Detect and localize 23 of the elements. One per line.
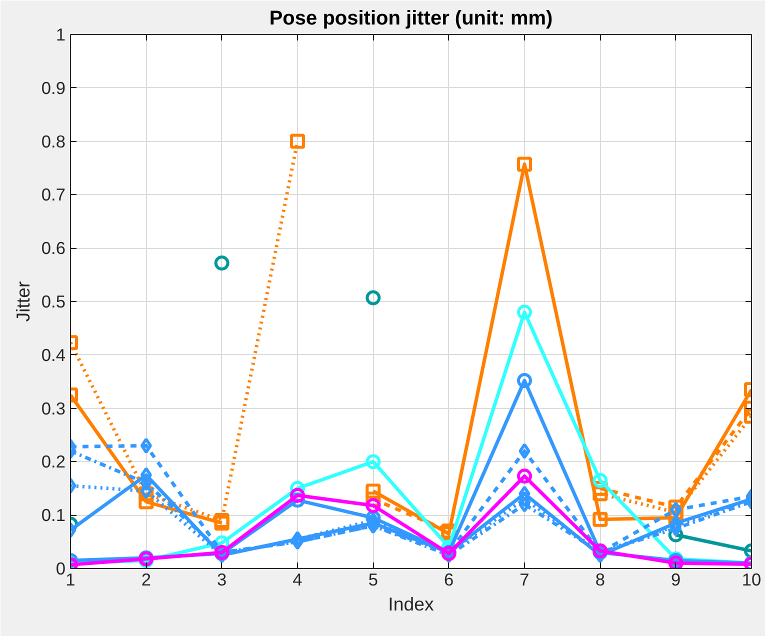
y-tick-label: 0.7 bbox=[41, 184, 66, 205]
y-tick-label: 0.8 bbox=[41, 131, 66, 152]
y-tick-label: 0 bbox=[56, 558, 66, 578]
x-tick-label: 5 bbox=[368, 570, 378, 590]
y-axis-title: Jitter bbox=[12, 281, 34, 322]
x-tick-label: 4 bbox=[292, 570, 303, 590]
y-tick-label: 1 bbox=[56, 24, 66, 44]
x-tick-label: 6 bbox=[444, 570, 454, 590]
x-tick-label: 8 bbox=[595, 570, 605, 590]
x-tick-label: 2 bbox=[141, 570, 151, 590]
y-tick-label: 0.6 bbox=[41, 238, 66, 258]
y-tick-label: 0.5 bbox=[41, 292, 66, 312]
x-tick-label: 9 bbox=[671, 570, 681, 590]
x-tick-label: 7 bbox=[520, 570, 530, 590]
x-axis-title: Index bbox=[388, 594, 434, 614]
chart-title: Pose position jitter (unit: mm) bbox=[269, 8, 553, 30]
y-tick-label: 0.9 bbox=[41, 78, 66, 98]
x-tick-label: 10 bbox=[742, 570, 762, 590]
y-tick-label: 0.1 bbox=[41, 505, 66, 526]
y-tick-label: 0.4 bbox=[41, 344, 66, 365]
x-tick-label: 3 bbox=[217, 570, 227, 590]
y-tick-label: 0.3 bbox=[41, 398, 66, 418]
y-tick-label: 0.2 bbox=[41, 452, 66, 472]
